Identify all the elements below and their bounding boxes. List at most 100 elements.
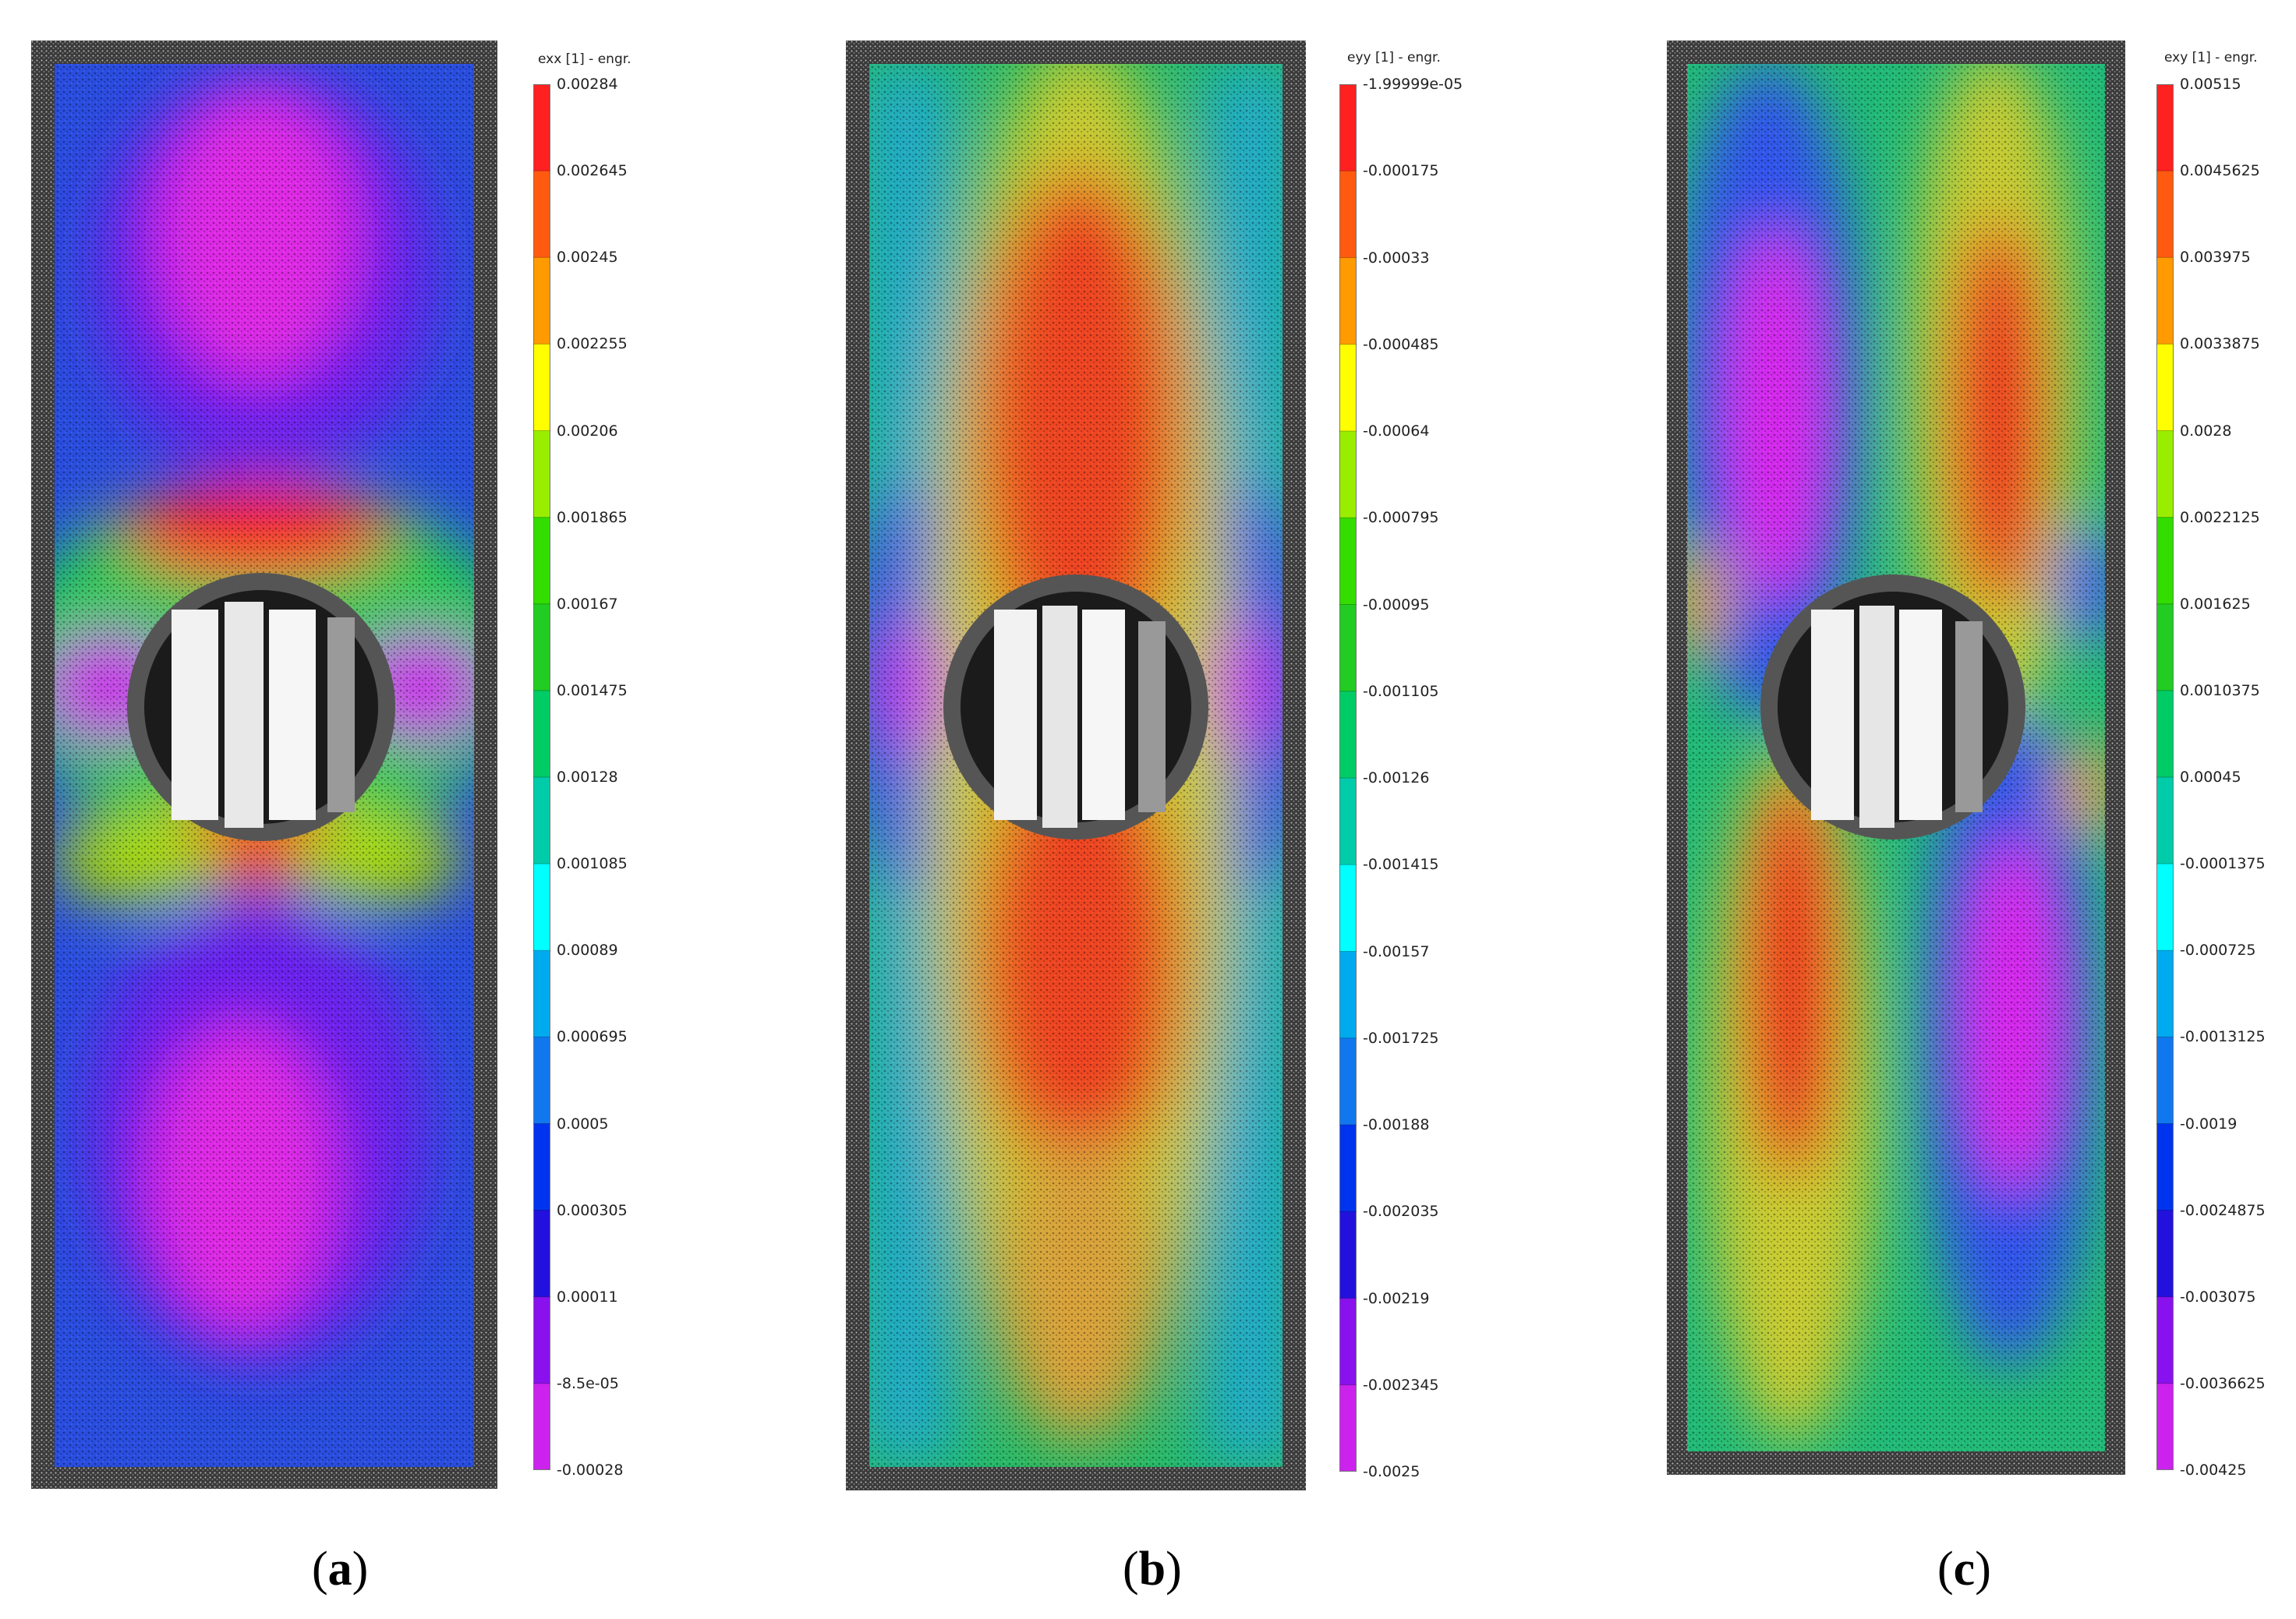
colorbar-tick-label: -0.0024875 — [2180, 1201, 2266, 1219]
colorbar-band — [2156, 603, 2174, 691]
colorbar-band — [2156, 517, 2174, 605]
colorbar-band — [1339, 604, 1357, 692]
colorbar-band — [1339, 951, 1357, 1039]
colorbar-tick-label: 0.0005 — [557, 1115, 609, 1133]
colorbar-band — [1339, 518, 1357, 605]
colorbar-tick-label: 0.002645 — [557, 162, 628, 180]
colorbar-tick-label: 0.00245 — [557, 249, 618, 267]
colorbar-tick-label: 0.00089 — [557, 942, 618, 960]
colorbar-tick-label: -0.00188 — [1363, 1116, 1430, 1133]
colorbar-tick-label: -1.99999e-05 — [1363, 76, 1463, 93]
colorbar-border — [1339, 84, 1357, 1472]
colorbar-a — [533, 84, 550, 1470]
colorbar-tick-label: 0.0028 — [2180, 422, 2232, 440]
colorbar-tick-label: 0.00284 — [557, 76, 618, 93]
specimen-image-c — [1667, 41, 2125, 1475]
colorbar-band — [2156, 1383, 2174, 1470]
specimen-image-a — [31, 41, 497, 1489]
colorbar-band — [1339, 1384, 1357, 1472]
colorbar-band — [533, 430, 550, 518]
colorbar-ticks-a: 0.00284 0.002645 0.00245 0.002255 0.00206 0.0… — [557, 76, 697, 1478]
colorbar-tick-label: 0.0033875 — [2180, 335, 2260, 353]
specimen-image-b — [846, 41, 1306, 1490]
colorbar-band — [533, 517, 550, 605]
colorbar-band — [2156, 430, 2174, 518]
colorbar-band — [2156, 344, 2174, 431]
colorbar-c — [2156, 84, 2174, 1470]
colorbar-b — [1339, 84, 1357, 1472]
colorbar-tick-label: 0.00515 — [2180, 76, 2241, 93]
colorbar-band — [1339, 257, 1357, 345]
colorbar-band — [1339, 864, 1357, 952]
colorbar-tick-label: -0.00033 — [1363, 249, 1430, 267]
colorbar-tick-label: 0.0010375 — [2180, 681, 2260, 699]
colorbar-tick-label: -0.0001375 — [2180, 855, 2266, 873]
colorbar-tick-label: -0.003075 — [2180, 1288, 2256, 1306]
colorbar-tick-label: 0.00011 — [557, 1288, 618, 1306]
colorbar-tick-label: -0.00425 — [2180, 1462, 2247, 1479]
colorbar-tick-label: 0.00206 — [557, 422, 618, 440]
colorbar-border — [533, 84, 550, 1470]
colorbar-tick-label: -0.0013125 — [2180, 1028, 2266, 1046]
colorbar-band — [2156, 257, 2174, 345]
colorbar-band — [2156, 1210, 2174, 1298]
colorbar-band — [2156, 1123, 2174, 1211]
colorbar-band — [533, 1210, 550, 1298]
colorbar-band — [1339, 431, 1357, 518]
colorbar-title-b: eyy [1] - engr. — [1347, 50, 1441, 65]
colorbar-title-c: exy [1] - engr. — [2164, 50, 2258, 65]
colorbar-band — [533, 257, 550, 345]
colorbar-tick-label: -0.002035 — [1363, 1203, 1439, 1221]
colorbar-tick-label: -0.001725 — [1363, 1029, 1439, 1047]
colorbar-tick-label: -0.001105 — [1363, 682, 1439, 700]
colorbar-band — [533, 1123, 550, 1211]
colorbar-band — [533, 84, 550, 171]
colorbar-band — [533, 777, 550, 864]
colorbar-band — [533, 344, 550, 431]
panel-b: eyy [1] - engr. -1.99999e-05 -0.000175 -0.… — [846, 41, 1519, 1596]
colorbar-tick-label: -0.0025 — [1363, 1463, 1420, 1480]
colorbar-tick-label: 0.00045 — [2180, 769, 2241, 786]
colorbar-band — [2156, 84, 2174, 171]
colorbar-tick-label: 0.0022125 — [2180, 508, 2260, 526]
colorbar-tick-label: 0.0045625 — [2180, 162, 2260, 180]
colorbar-band — [533, 864, 550, 951]
colorbar-tick-label: -0.00028 — [557, 1462, 624, 1479]
colorbar-band — [533, 1383, 550, 1470]
colorbar-tick-label: 0.001475 — [557, 681, 628, 699]
colorbar-ticks-c: 0.00515 0.0045625 0.003975 0.0033875 0.0028 0… — [2180, 76, 2296, 1478]
colorbar-band — [533, 171, 550, 258]
colorbar-tick-label: 0.001085 — [557, 855, 628, 873]
colorbar-border — [2156, 84, 2174, 1470]
colorbar-band — [1339, 778, 1357, 865]
colorbar-ticks-b: -1.99999e-05 -0.000175 -0.00033 -0.000485 -0… — [1363, 76, 1519, 1479]
colorbar-tick-label: 0.001625 — [2180, 595, 2251, 613]
colorbar-band — [1339, 691, 1357, 779]
colorbar-band — [2156, 1037, 2174, 1124]
colorbar-band — [533, 690, 550, 778]
colorbar-band — [533, 1296, 550, 1384]
colorbar-band — [2156, 950, 2174, 1038]
caption-c: (c) — [1937, 1543, 1991, 1596]
colorbar-tick-label: -8.5e-05 — [557, 1374, 619, 1392]
caption-a: (a) — [312, 1543, 369, 1596]
colorbar-band — [1339, 1038, 1357, 1126]
colorbar-band — [533, 1037, 550, 1124]
colorbar-band — [2156, 171, 2174, 258]
colorbar-tick-label: -0.0019 — [2180, 1115, 2238, 1133]
colorbar-band — [1339, 1211, 1357, 1299]
colorbar-tick-label: 0.00167 — [557, 595, 618, 613]
colorbar-tick-label: 0.001865 — [557, 508, 628, 526]
colorbar-band — [1339, 84, 1357, 171]
caption-b: (b) — [1123, 1543, 1182, 1596]
colorbar-tick-label: -0.00064 — [1363, 422, 1430, 440]
colorbar-tick-label: -0.001415 — [1363, 856, 1439, 874]
colorbar-tick-label: 0.002255 — [557, 335, 628, 353]
colorbar-band — [533, 950, 550, 1038]
colorbar-title-a: exx [1] - engr. — [538, 51, 631, 67]
colorbar-tick-label: -0.000725 — [2180, 942, 2256, 960]
colorbar-tick-label: -0.0036625 — [2180, 1374, 2266, 1392]
panel-a: exx [1] - engr. 0.00284 0.002645 0.00245 0.… — [0, 0, 702, 1619]
colorbar-band — [1339, 1125, 1357, 1212]
